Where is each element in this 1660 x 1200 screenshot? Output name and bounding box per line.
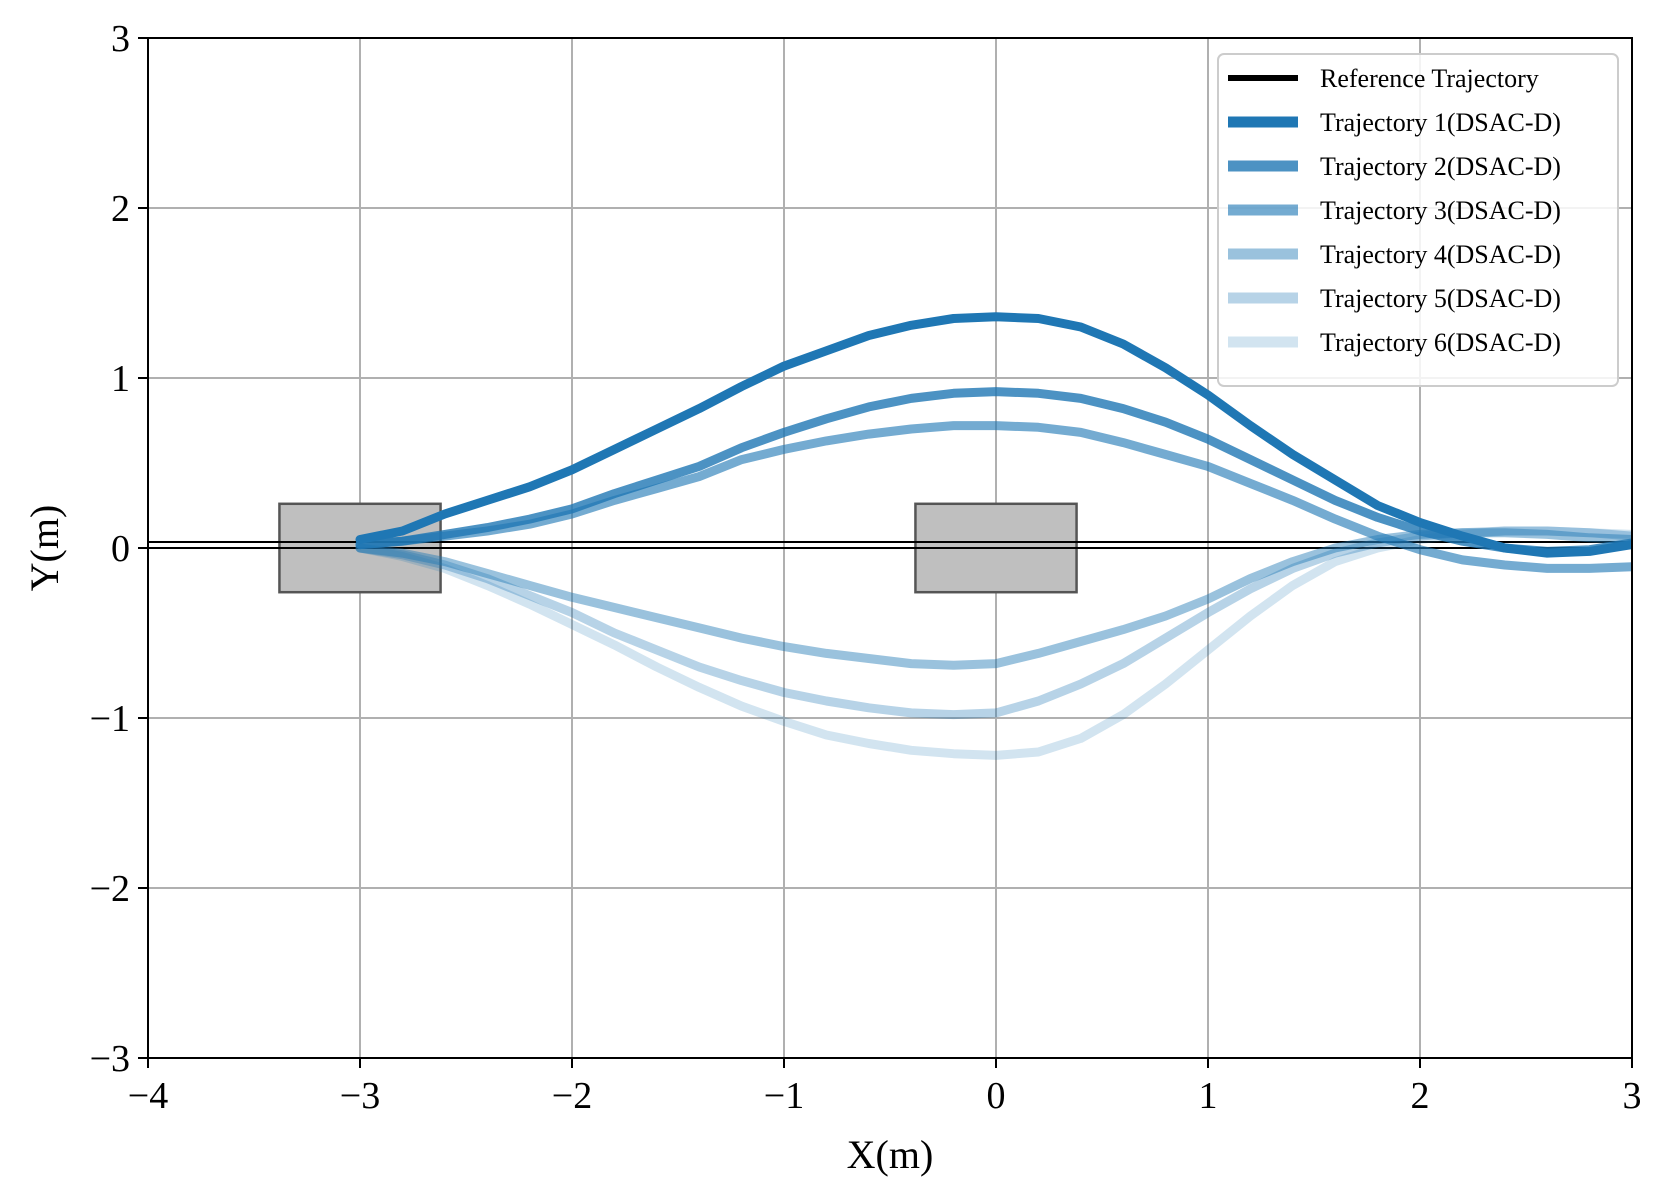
x-tick-label-0: −4 — [128, 1075, 168, 1117]
y-tick-label-6: 3 — [111, 18, 130, 60]
series-line-trajectory-1 — [355, 312, 1632, 558]
x-tick-label-6: 2 — [1411, 1075, 1430, 1117]
legend-box — [1217, 53, 1619, 387]
legend-label-0: Reference Trajectory — [1320, 64, 1539, 93]
x-tick-label-5: 1 — [1199, 1075, 1218, 1117]
series-line-trajectory-3 — [355, 421, 1632, 573]
legend-label-4: Trajectory 4(DSAC-D) — [1320, 240, 1561, 269]
y-tick-label-3: 0 — [111, 528, 130, 570]
series-lines — [148, 312, 1632, 760]
x-tick-label-2: −2 — [552, 1075, 592, 1117]
legend-label-1: Trajectory 1(DSAC-D) — [1320, 108, 1561, 137]
series-line-trajectory-5 — [355, 526, 1632, 720]
series-line-trajectory-2 — [355, 387, 1632, 556]
legend-label-2: Trajectory 2(DSAC-D) — [1320, 152, 1561, 181]
y-tick-label-4: 1 — [111, 358, 130, 400]
x-tick-label-7: 3 — [1623, 1075, 1642, 1117]
legend-label-6: Trajectory 6(DSAC-D) — [1320, 328, 1561, 357]
legend: Reference Trajectory Trajectory 1(DSAC-D)… — [1217, 53, 1619, 387]
y-tick-label-1: −2 — [90, 868, 130, 910]
legend-label-5: Trajectory 5(DSAC-D) — [1320, 284, 1561, 313]
y-axis-label: Y(m) — [22, 505, 67, 592]
y-tick-label-0: −3 — [90, 1038, 130, 1080]
x-tick-label-1: −3 — [340, 1075, 380, 1117]
legend-label-3: Trajectory 3(DSAC-D) — [1320, 196, 1561, 225]
x-axis-label: X(m) — [847, 1132, 934, 1177]
x-tick-label-4: 0 — [987, 1075, 1006, 1117]
x-tick-label-3: −1 — [764, 1075, 804, 1117]
y-tick-label-5: 2 — [111, 188, 130, 230]
y-tick-label-2: −1 — [90, 698, 130, 740]
series-line-trajectory-6 — [355, 526, 1632, 760]
